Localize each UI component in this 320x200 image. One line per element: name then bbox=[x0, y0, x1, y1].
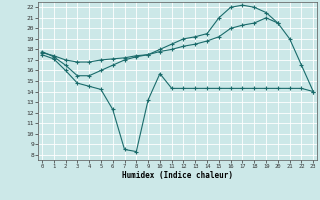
X-axis label: Humidex (Indice chaleur): Humidex (Indice chaleur) bbox=[122, 171, 233, 180]
